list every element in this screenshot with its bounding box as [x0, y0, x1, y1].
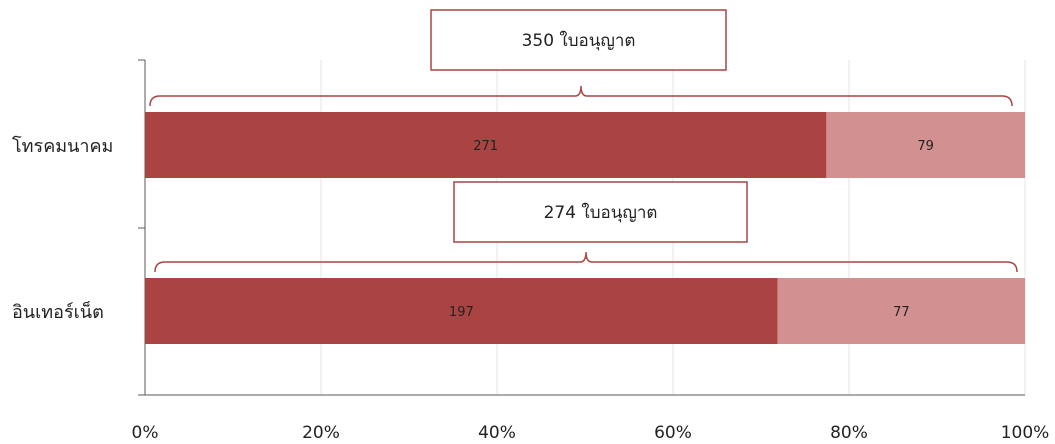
category-label: อินเทอร์เน็ต — [12, 300, 104, 323]
bracket — [154, 251, 1018, 273]
x-tick-label: 40% — [478, 423, 516, 443]
bar-segment — [826, 112, 1025, 178]
bracket — [149, 85, 1013, 107]
total-label: 274 ใบอนุญาต — [544, 202, 658, 223]
total-label-box — [430, 9, 727, 71]
x-tick-label: 80% — [830, 423, 868, 443]
total-label-box — [453, 181, 748, 243]
data-label: 271 — [473, 139, 498, 154]
bar-segment — [777, 278, 1025, 344]
x-tick-label: 100% — [1001, 423, 1050, 443]
data-label: 77 — [893, 305, 910, 320]
total-label: 350 ใบอนุญาต — [522, 30, 636, 51]
data-label: 197 — [449, 305, 474, 320]
bar-segment — [145, 112, 827, 178]
category-label: โทรคมนาคม — [12, 135, 113, 157]
x-tick-label: 60% — [654, 423, 692, 443]
x-tick-label: 20% — [302, 423, 340, 443]
x-tick-label: 0% — [132, 423, 159, 443]
bar-segment — [145, 278, 778, 344]
data-label: 79 — [917, 139, 934, 154]
